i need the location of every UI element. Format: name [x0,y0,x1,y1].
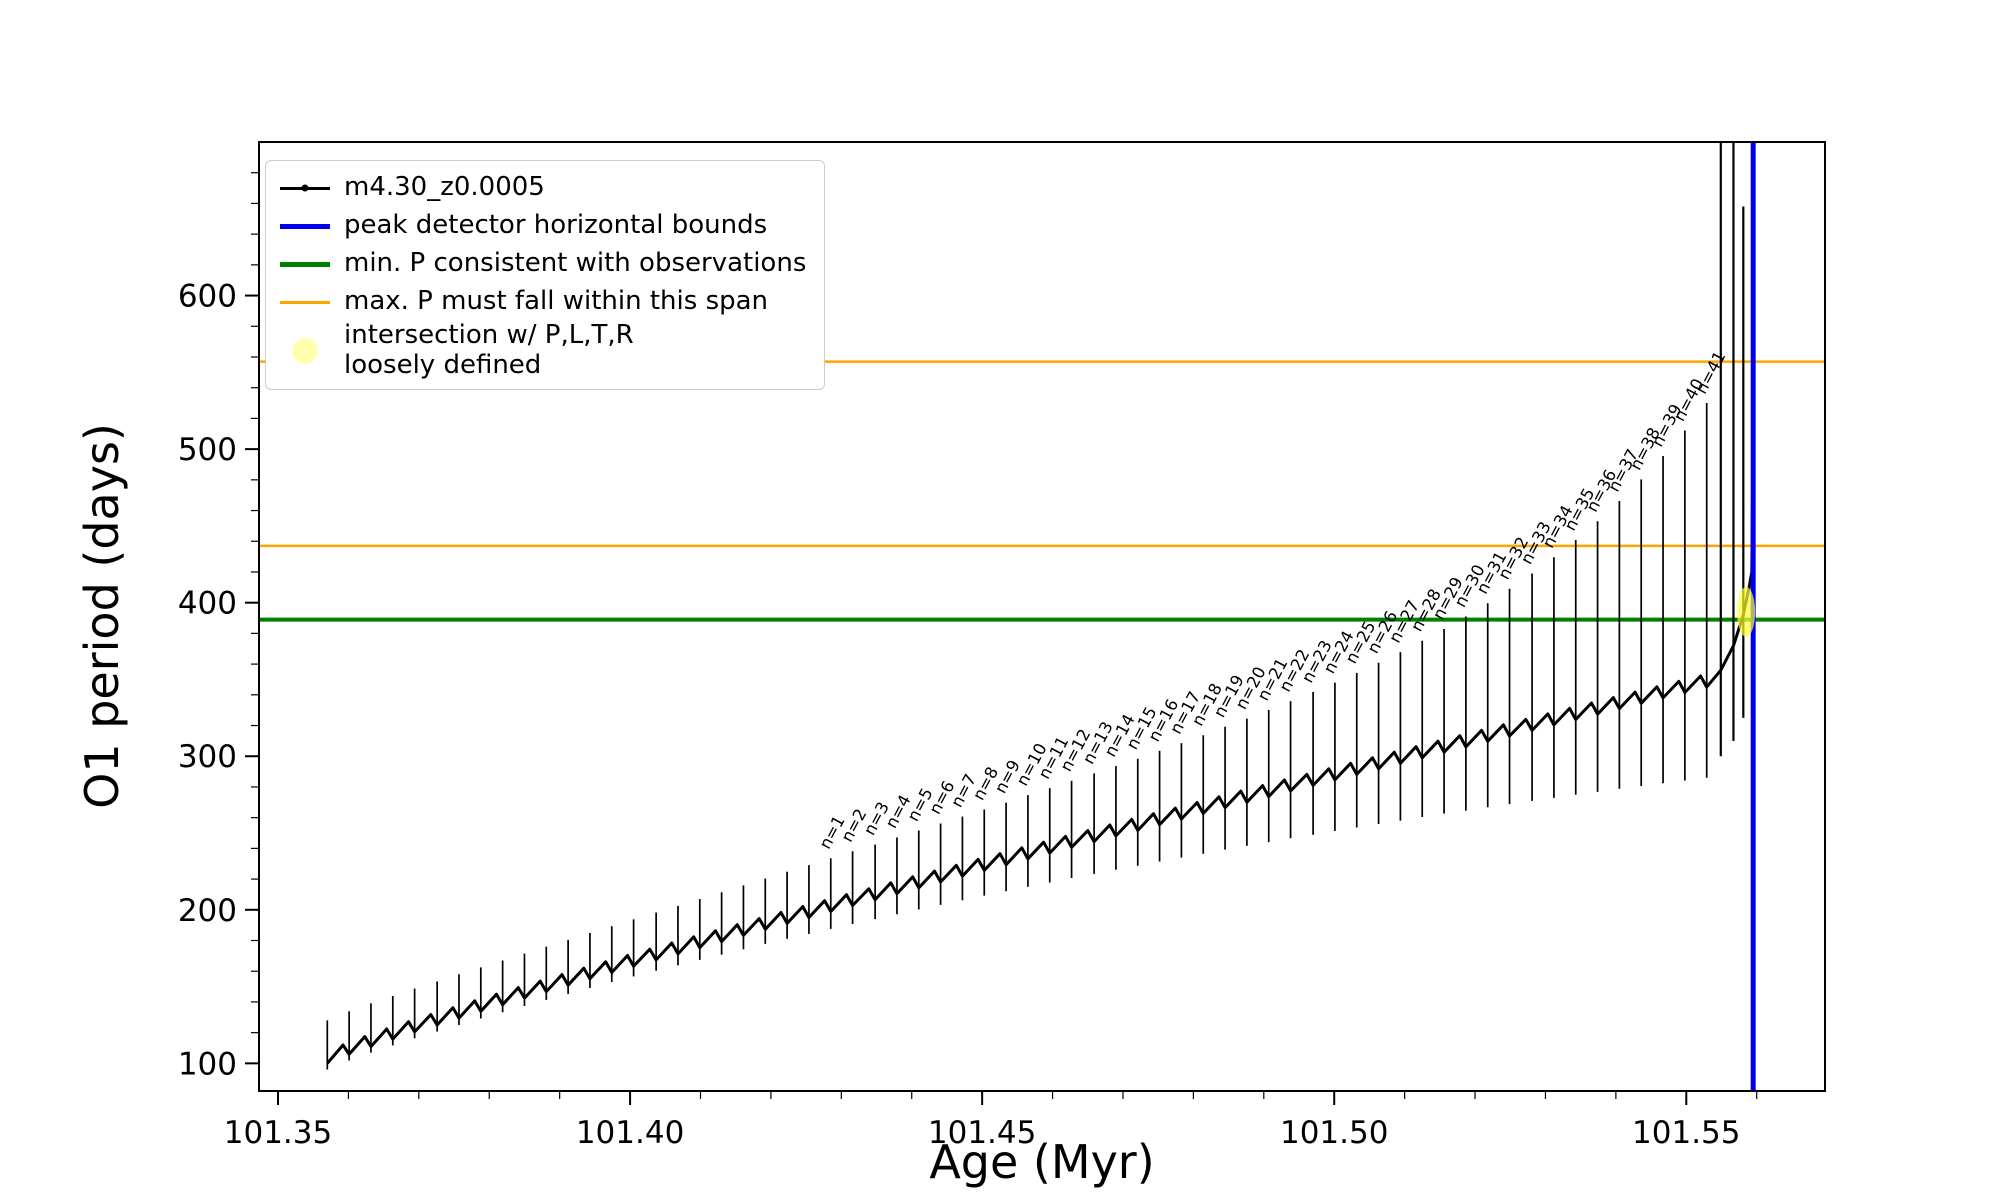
y-axis-label: O1 period (days) [75,423,129,809]
legend-label: peak detector horizontal bounds [344,210,768,241]
legend-label: loosely defined [344,349,542,380]
y-tick-label: 600 [178,279,237,315]
legend-label: min. P consistent with observations [344,248,807,279]
y-tick-label: 400 [178,586,237,622]
legend-label: max. P must fall within this span [344,286,769,317]
legend-item: min. P consistent with observations [280,245,810,283]
x-axis-label: Age (Myr) [929,1135,1154,1189]
legend-swatch-line [280,173,330,203]
legend-swatch-line [280,287,330,317]
y-tick-label: 200 [178,893,237,929]
x-tick-label: 101.55 [1632,1115,1740,1151]
x-tick-label: 101.50 [1280,1115,1388,1151]
y-tick-label: 300 [178,739,237,775]
legend-item: intersection w/ P,L,T,R loosely defined [280,320,810,381]
legend-swatch-line [280,249,330,279]
x-tick-label: 101.40 [576,1115,684,1151]
pulse-track-series [326,142,1756,1070]
legend-swatch-line [280,211,330,241]
track-baseline [326,344,1756,1065]
y-tick-label: 500 [178,432,237,468]
legend-swatch-marker [280,336,330,366]
pulse-number-labels: n=1n=2n=3n=4n=5n=6n=7n=8n=9n=10n=11n=12n… [816,348,1730,852]
x-tick-label: 101.45 [928,1115,1036,1151]
legend-label: intersection w/ P,L,T,R [344,320,634,350]
intersection-blob [1737,586,1756,637]
y-tick-label: 100 [178,1046,237,1082]
legend-item: m4.30_z0.0005 [280,169,810,207]
axis-ticks: 101.35 101.40 101.45 101.50 101.55 100 200 300 4… [178,172,1758,1151]
pulse-number-label: n=41 [1691,348,1729,397]
plot-frame [258,141,1826,1092]
x-tick-label: 101.35 [224,1115,332,1151]
legend-item: peak detector horizontal bounds [280,207,810,245]
intersection-marker [1737,586,1756,637]
legend-item: max. P must fall within this span [280,283,810,321]
legend-label: m4.30_z0.0005 [344,172,545,203]
